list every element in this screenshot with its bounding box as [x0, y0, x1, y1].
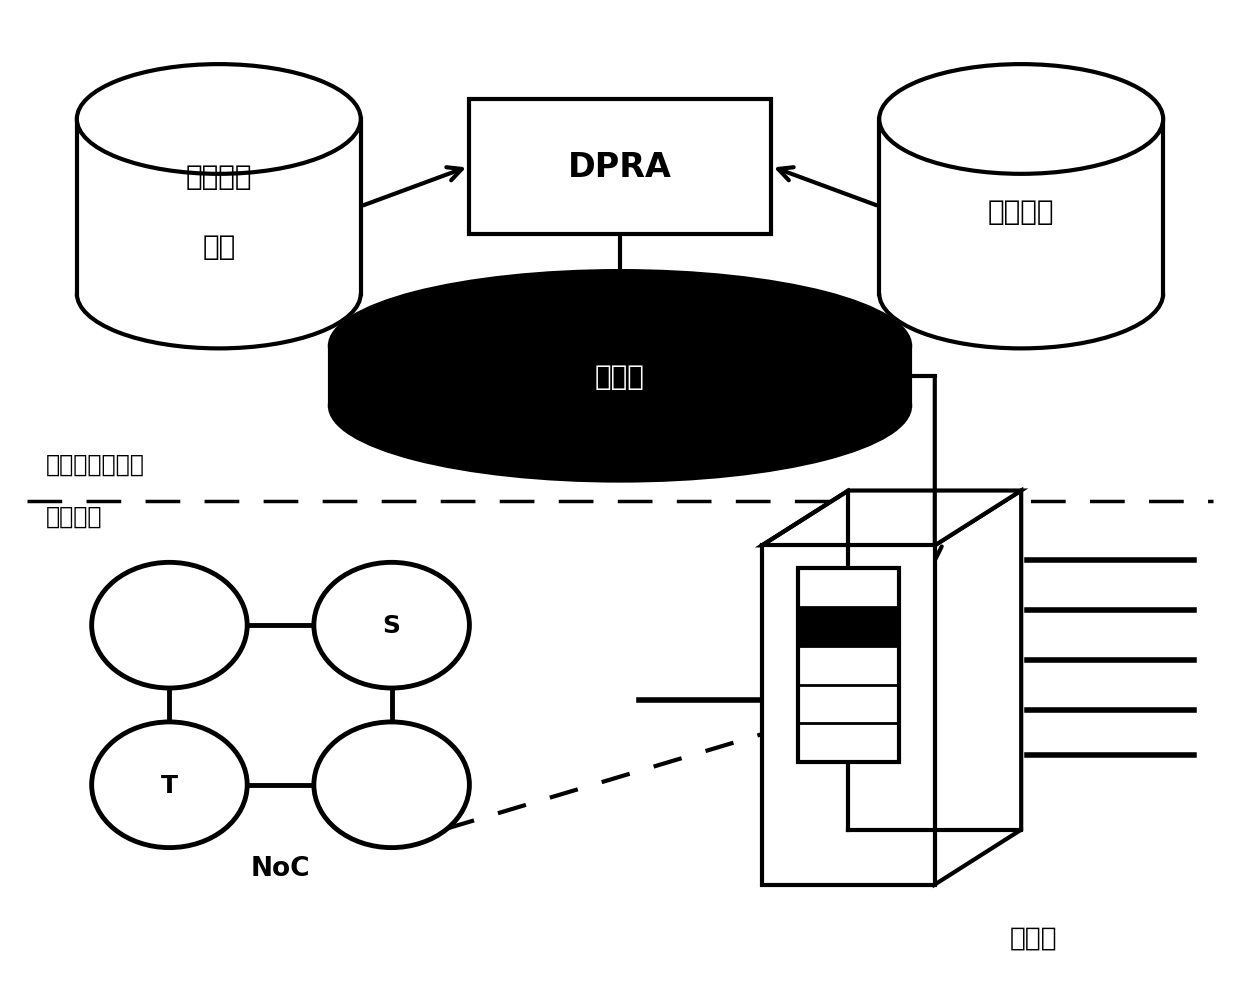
Bar [797, 607, 899, 646]
Text: T: T [161, 773, 177, 797]
Text: NoC: NoC [250, 855, 310, 881]
Text: 节点信息: 节点信息 [988, 198, 1054, 226]
Ellipse shape [330, 332, 910, 481]
Text: 在线路由: 在线路由 [46, 504, 103, 528]
Bar [469, 100, 771, 234]
Text: 配置: 配置 [202, 232, 236, 261]
Bar [761, 546, 935, 885]
Ellipse shape [92, 722, 247, 848]
Ellipse shape [92, 563, 247, 688]
Ellipse shape [330, 272, 910, 421]
Bar [77, 120, 361, 295]
Bar [879, 120, 1163, 295]
Text: S: S [383, 613, 401, 637]
Polygon shape [935, 491, 1022, 885]
Text: 交换机: 交换机 [1009, 925, 1058, 951]
Text: DPRA: DPRA [568, 150, 672, 183]
Polygon shape [761, 491, 1022, 546]
Text: 路由表: 路由表 [595, 363, 645, 391]
Text: 故障链路: 故障链路 [186, 163, 252, 191]
Text: 离线生成路由表: 离线生成路由表 [46, 452, 145, 476]
Bar [797, 568, 899, 763]
Ellipse shape [77, 65, 361, 174]
Ellipse shape [879, 65, 1163, 174]
Bar [330, 347, 910, 407]
Ellipse shape [314, 563, 470, 688]
Ellipse shape [314, 722, 470, 848]
